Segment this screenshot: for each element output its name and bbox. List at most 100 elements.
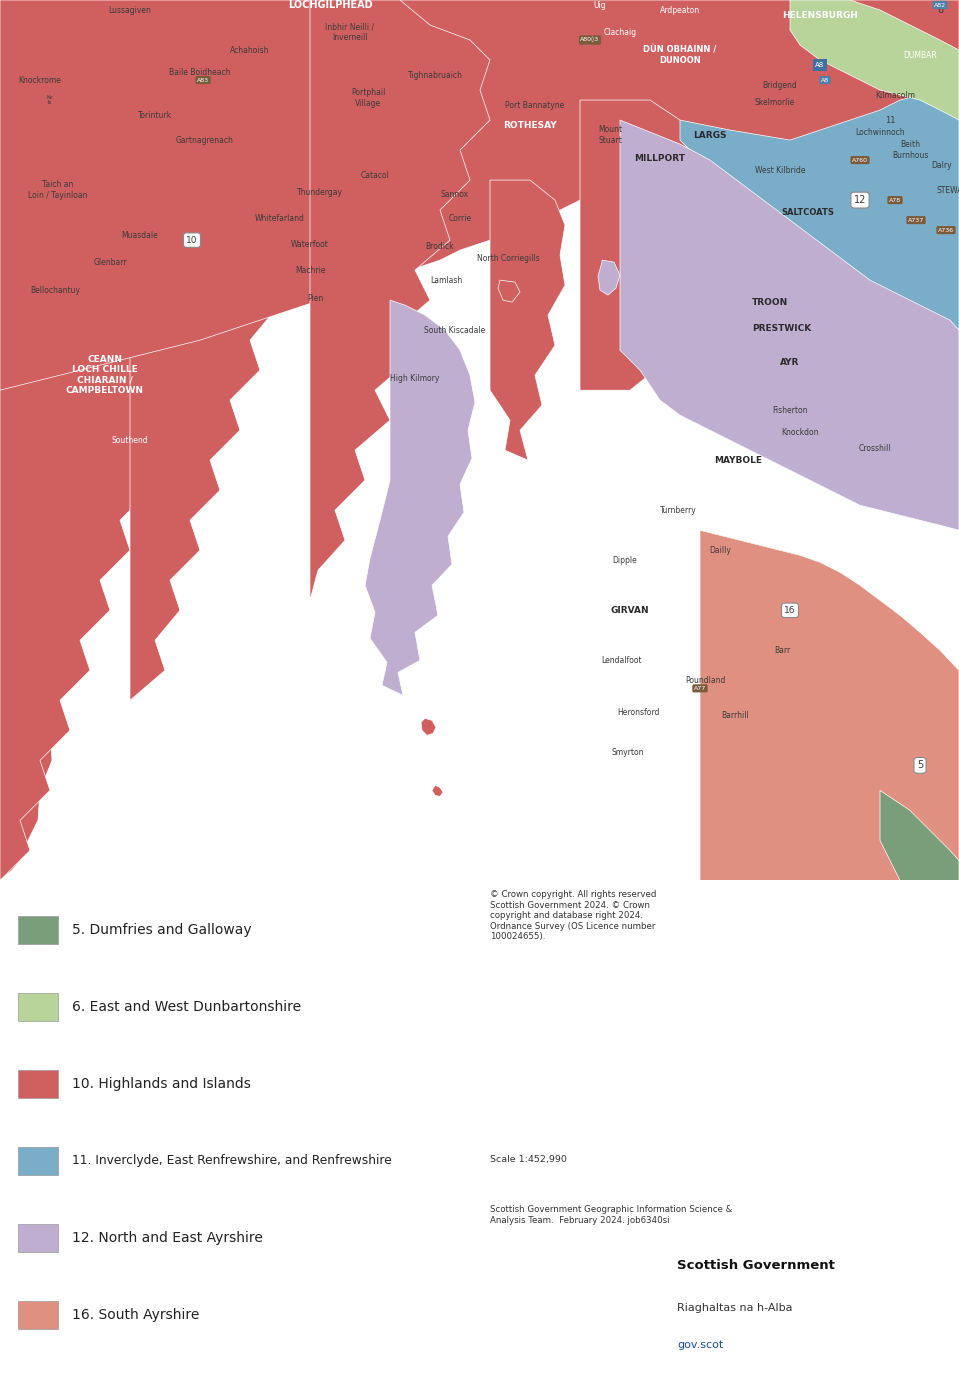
Text: High Kilmory: High Kilmory [390,374,439,382]
Text: Barr: Barr [774,646,790,656]
Polygon shape [310,0,490,600]
Text: 5: 5 [917,760,924,770]
Text: MILLPORT: MILLPORT [635,153,686,163]
Polygon shape [421,719,436,736]
Text: 16: 16 [784,606,796,615]
Text: Machrie: Machrie [294,265,325,275]
Text: Clachaig: Clachaig [603,28,637,36]
Text: Glenbarr: Glenbarr [93,258,127,266]
FancyBboxPatch shape [18,916,58,944]
Text: North Corriegills: North Corriegills [477,254,539,262]
Text: Heronsford: Heronsford [617,708,659,716]
Text: Achahoish: Achahoish [230,46,269,55]
Text: 11: 11 [885,116,896,124]
Text: PRESTWICK: PRESTWICK [753,324,811,333]
Polygon shape [0,0,95,880]
Text: Ardpeaton: Ardpeaton [660,6,700,15]
FancyBboxPatch shape [18,1070,58,1098]
Polygon shape [790,0,959,120]
Text: A8: A8 [821,77,830,83]
Text: 6: 6 [937,6,943,15]
Polygon shape [0,0,959,391]
Text: A736: A736 [938,228,954,233]
Text: Skelmorlie: Skelmorlie [755,98,795,106]
Polygon shape [498,280,520,302]
Polygon shape [130,0,320,701]
Text: Portphail
Village: Portphail Village [351,88,386,108]
Text: A77: A77 [694,686,706,691]
Text: Lamlash: Lamlash [430,276,462,284]
Text: A737: A737 [908,218,924,222]
Text: Pien: Pien [307,294,323,302]
Text: Mount
Stuart: Mount Stuart [598,126,622,145]
FancyBboxPatch shape [18,1224,58,1252]
Text: 12: 12 [854,195,866,206]
Polygon shape [0,0,260,880]
Text: Catacol: Catacol [361,171,389,179]
Text: Waterfoot: Waterfoot [292,240,329,248]
Text: Lendalfoot: Lendalfoot [601,656,643,665]
Text: Baile Boidheach: Baile Boidheach [169,68,231,76]
Text: Barrhill: Barrhill [721,711,749,720]
Text: Poundland: Poundland [685,676,725,684]
Polygon shape [880,791,959,880]
Polygon shape [365,301,475,696]
Text: SALTCOATS: SALTCOATS [782,207,834,217]
Text: Fisherton: Fisherton [772,406,807,415]
Text: West Kilbride: West Kilbride [755,166,806,175]
Text: ROTHESAY: ROTHESAY [503,120,557,130]
Text: Ke
ls: Ke ls [47,95,54,105]
Text: A83: A83 [197,77,209,83]
Text: Bellochantuy: Bellochantuy [30,286,80,295]
Text: 11. Inverclyde, East Renfrewshire, and Renfrewshire: 11. Inverclyde, East Renfrewshire, and R… [72,1155,391,1167]
FancyBboxPatch shape [18,1147,58,1174]
Text: DÙN OBHAINN /
DUNOON: DÙN OBHAINN / DUNOON [643,46,716,65]
Text: Thundergay: Thundergay [297,188,343,196]
Text: Taich an
Loin / Tayinloan: Taich an Loin / Tayinloan [28,181,88,200]
Text: A78: A78 [889,197,901,203]
Polygon shape [680,90,959,381]
Text: A760: A760 [852,157,868,163]
FancyBboxPatch shape [18,1301,58,1329]
Text: Brodick: Brodick [426,241,455,251]
Polygon shape [490,181,565,461]
Text: LOCHGILPHEAD: LOCHGILPHEAD [288,0,372,10]
Text: Tighnabruaich: Tighnabruaich [408,70,462,80]
Text: Scottish Government Geographic Information Science &
Analysis Team.  February 20: Scottish Government Geographic Informati… [490,1205,733,1224]
Text: Whitefarland: Whitefarland [255,214,305,222]
Text: Kilmacolm: Kilmacolm [875,91,915,99]
Text: A80◊3: A80◊3 [580,37,599,43]
Text: Dalry: Dalry [932,160,952,170]
Polygon shape [620,120,959,530]
Text: STEWA: STEWA [937,185,959,195]
Text: MAYBOLE: MAYBOLE [714,455,762,465]
Text: Riaghaltas na h-Alba: Riaghaltas na h-Alba [677,1303,792,1314]
Text: Crosshill: Crosshill [858,444,891,453]
FancyBboxPatch shape [18,994,58,1021]
Polygon shape [598,261,620,295]
Text: Dipple: Dipple [613,556,638,564]
Text: Bridgend: Bridgend [762,80,797,90]
Text: A82: A82 [934,3,947,7]
Text: Lochwinnoch: Lochwinnoch [855,127,904,137]
Text: 5. Dumfries and Galloway: 5. Dumfries and Galloway [72,923,251,937]
Text: Knockdon: Knockdon [782,428,819,436]
Text: A8: A8 [815,62,825,68]
Text: DUMBAR: DUMBAR [903,51,937,59]
Text: Corrie: Corrie [449,214,472,222]
Text: 16. South Ayrshire: 16. South Ayrshire [72,1308,199,1322]
Text: AYR: AYR [781,357,800,367]
Polygon shape [700,530,959,880]
Text: Beith
Burnhous: Beith Burnhous [892,141,928,160]
Text: HELENSBURGH: HELENSBURGH [782,11,858,19]
Text: Scale 1:452,990: Scale 1:452,990 [490,1155,567,1165]
Text: Sannox: Sannox [441,189,469,199]
Text: gov.scot: gov.scot [677,1340,723,1351]
Text: CEANN
LOCH CHILLE
CHIARAIN /
CAMPBELTOWN: CEANN LOCH CHILLE CHIARAIN / CAMPBELTOWN [66,355,144,395]
Text: Inbhir Neilli /
Inverneill: Inbhir Neilli / Inverneill [325,22,375,41]
Polygon shape [580,101,700,391]
Text: © Crown copyright. All rights reserved
Scottish Government 2024. © Crown
copyrig: © Crown copyright. All rights reserved S… [490,890,656,941]
Text: Torinturk: Torinturk [138,110,172,120]
Text: Smyrton: Smyrton [612,748,644,756]
Text: Knockrome: Knockrome [18,76,61,84]
